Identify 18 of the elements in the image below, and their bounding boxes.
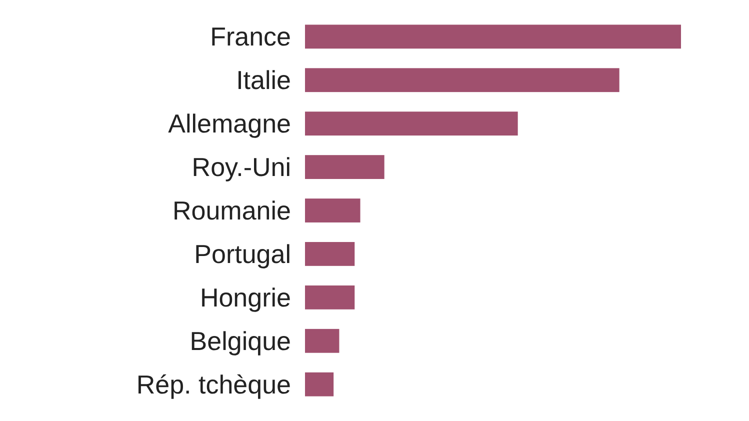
- y-tick-label: Portugal: [194, 239, 291, 270]
- bar: [305, 68, 620, 92]
- bar: [305, 155, 384, 179]
- y-tick-label: Rép. tchèque: [136, 369, 291, 400]
- y-tick-label: Hongrie: [200, 282, 291, 313]
- y-tick-label: Roy.-Uni: [192, 152, 291, 182]
- bar: [305, 328, 340, 353]
- bar: [305, 198, 360, 222]
- y-tick-label: Belgique: [190, 326, 291, 356]
- y-tick-label: Italie: [236, 65, 291, 96]
- bar: [305, 285, 355, 310]
- y-tick-label: France: [210, 22, 291, 52]
- y-tick-label: Roumanie: [172, 196, 291, 226]
- bar: [305, 372, 334, 396]
- bar: [305, 24, 681, 49]
- y-tick-label: Allemagne: [168, 108, 291, 139]
- bar: [305, 242, 355, 266]
- bar: [305, 112, 518, 136]
